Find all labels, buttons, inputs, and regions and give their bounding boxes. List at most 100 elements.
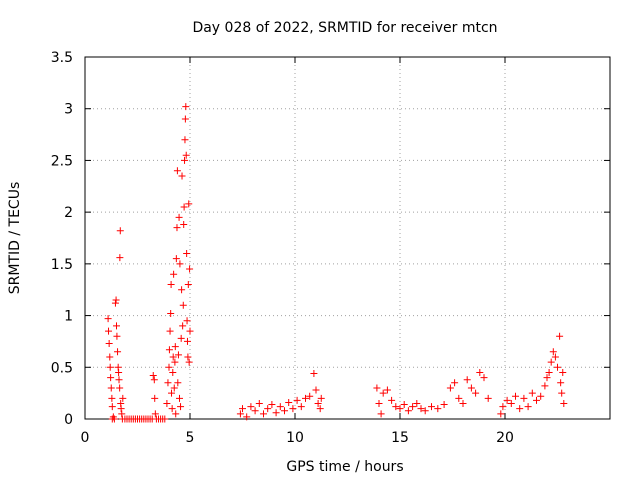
y-tick-label: 3 bbox=[64, 102, 73, 118]
data-point bbox=[113, 322, 120, 330]
data-point bbox=[396, 405, 404, 413]
data-point bbox=[167, 310, 175, 318]
data-point bbox=[413, 399, 421, 407]
data-point bbox=[173, 224, 181, 232]
data-point bbox=[285, 398, 293, 406]
data-point bbox=[106, 353, 114, 361]
data-point bbox=[173, 167, 181, 175]
data-point bbox=[306, 392, 314, 400]
data-point bbox=[149, 372, 157, 380]
data-point bbox=[116, 227, 124, 235]
y-axis-title: SRMTID / TECUs bbox=[7, 182, 23, 295]
data-point bbox=[116, 254, 124, 262]
data-point bbox=[180, 221, 188, 229]
data-point bbox=[379, 389, 387, 397]
data-point bbox=[172, 410, 180, 418]
data-point bbox=[179, 301, 187, 309]
data-point bbox=[181, 136, 189, 144]
data-point bbox=[421, 407, 429, 415]
data-point bbox=[171, 358, 179, 366]
data-point bbox=[264, 405, 272, 413]
data-point bbox=[175, 213, 183, 221]
data-point bbox=[276, 403, 284, 411]
data-point bbox=[499, 403, 507, 411]
data-point bbox=[171, 343, 179, 351]
data-point bbox=[118, 410, 126, 418]
data-point bbox=[174, 351, 182, 359]
data-point bbox=[463, 376, 471, 384]
data-point bbox=[239, 405, 246, 413]
data-point bbox=[119, 394, 127, 402]
data-point bbox=[151, 394, 159, 402]
data-point bbox=[459, 399, 467, 407]
data-point bbox=[557, 379, 565, 387]
data-point bbox=[179, 322, 187, 330]
data-point bbox=[112, 296, 120, 304]
data-point bbox=[409, 403, 417, 411]
data-point bbox=[268, 401, 276, 409]
data-point bbox=[512, 392, 519, 400]
data-point bbox=[549, 348, 557, 356]
data-point bbox=[178, 172, 186, 180]
y-tick-label: 0 bbox=[64, 412, 73, 428]
data-point bbox=[516, 405, 524, 413]
data-point bbox=[497, 410, 505, 418]
data-point bbox=[272, 409, 280, 417]
grid-lines bbox=[85, 57, 610, 419]
data-point bbox=[172, 255, 180, 263]
data-point bbox=[165, 346, 173, 354]
data-point bbox=[428, 403, 435, 411]
data-point bbox=[545, 368, 553, 376]
data-point bbox=[251, 407, 259, 415]
data-point bbox=[312, 386, 320, 394]
data-point bbox=[180, 203, 188, 211]
data-point bbox=[115, 368, 123, 376]
data-point bbox=[446, 384, 454, 392]
x-tick-label: 15 bbox=[391, 430, 409, 446]
x-tick-label: 10 bbox=[286, 430, 304, 446]
data-point bbox=[472, 389, 480, 397]
data-point bbox=[167, 281, 175, 289]
data-point bbox=[289, 405, 297, 413]
data-point bbox=[243, 413, 251, 421]
data-point bbox=[176, 394, 183, 402]
data-point bbox=[105, 327, 113, 335]
data-point bbox=[434, 405, 442, 413]
data-point bbox=[174, 379, 182, 387]
data-point bbox=[560, 399, 568, 407]
data-point bbox=[108, 403, 116, 411]
data-point bbox=[440, 401, 448, 409]
x-tick-label: 0 bbox=[81, 430, 90, 446]
data-point bbox=[377, 410, 385, 418]
data-point bbox=[169, 368, 177, 376]
data-point bbox=[551, 353, 559, 361]
data-point bbox=[185, 358, 193, 366]
data-point bbox=[537, 392, 545, 400]
data-point bbox=[176, 260, 184, 268]
data-point bbox=[451, 379, 459, 387]
data-point bbox=[247, 403, 255, 411]
data-point bbox=[169, 353, 177, 361]
data-point bbox=[297, 403, 305, 411]
data-point bbox=[108, 394, 116, 402]
data-point bbox=[417, 405, 425, 413]
data-point bbox=[400, 401, 408, 409]
data-point bbox=[556, 332, 564, 340]
data-point bbox=[314, 399, 322, 407]
data-point bbox=[164, 379, 172, 387]
data-point bbox=[484, 394, 492, 402]
chart-title: Day 028 of 2022, SRMTID for receiver mtc… bbox=[192, 20, 497, 36]
data-point bbox=[524, 403, 532, 411]
data-point bbox=[170, 384, 178, 392]
data-point bbox=[181, 156, 189, 164]
data-point bbox=[293, 396, 301, 404]
data-point bbox=[480, 374, 488, 382]
data-point bbox=[168, 389, 176, 397]
data-point bbox=[404, 407, 412, 415]
data-point bbox=[105, 339, 113, 347]
data-point bbox=[106, 363, 114, 371]
data-point bbox=[165, 363, 173, 371]
data-point bbox=[104, 315, 112, 323]
data-point bbox=[150, 376, 158, 384]
data-point bbox=[115, 376, 123, 384]
